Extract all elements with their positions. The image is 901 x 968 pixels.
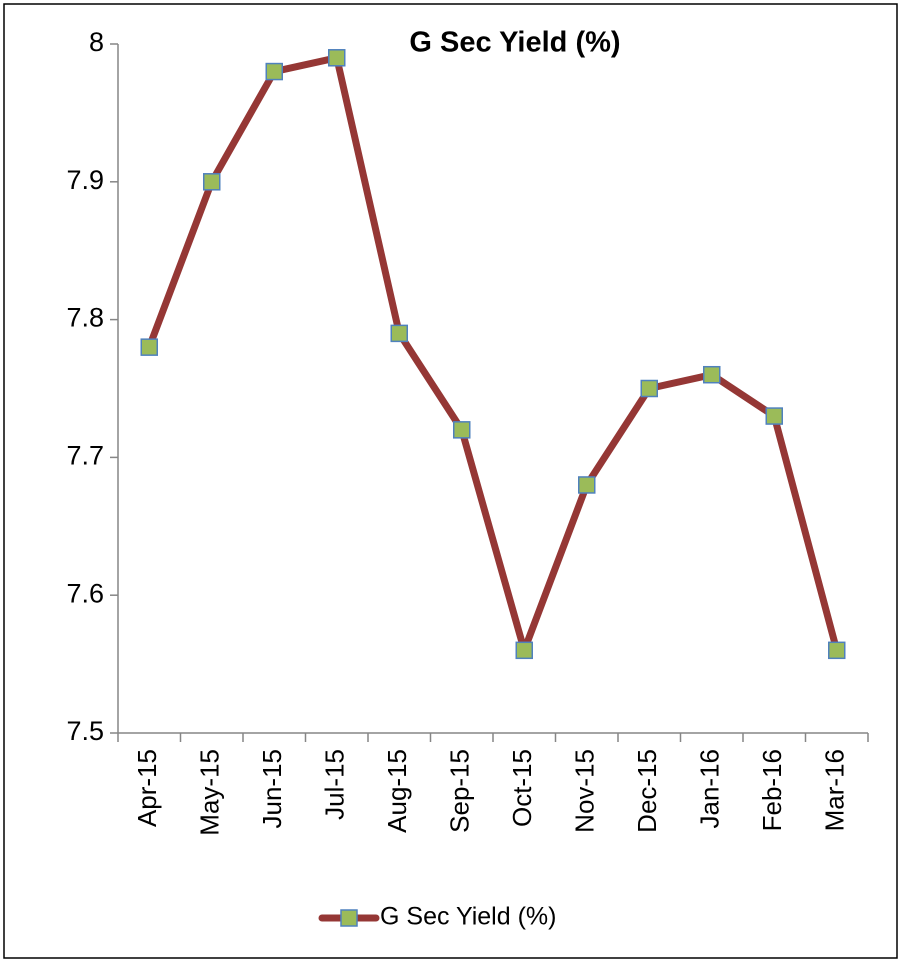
marker	[203, 173, 221, 191]
y-tick-label: 7.7	[66, 441, 104, 471]
marker	[453, 421, 471, 439]
y-tick-label: 8	[89, 27, 104, 57]
y-tick-label: 7.9	[66, 165, 104, 195]
marker	[515, 641, 533, 660]
x-tick-label: Jun-15	[257, 749, 287, 829]
x-tick-label: Dec-15	[632, 749, 662, 833]
marker	[390, 324, 408, 343]
x-tick-label: Nov-15	[570, 749, 600, 833]
marker	[578, 476, 596, 494]
chart-title: G Sec Yield (%)	[409, 27, 620, 59]
x-tick-label: Sep-15	[445, 749, 475, 833]
x-tick-label: Mar-16	[820, 749, 850, 831]
series-line	[145, 54, 841, 654]
y-tick-label: 7.6	[66, 578, 104, 608]
x-tick-label: Feb-16	[757, 749, 787, 831]
marker	[828, 641, 846, 660]
x-tick-label: Aug-15	[382, 749, 412, 833]
x-tick-label: May-15	[195, 749, 225, 836]
marker	[765, 407, 783, 425]
x-tick-label: Jul-15	[320, 749, 350, 820]
y-tick-label: 7.8	[66, 303, 104, 333]
marker	[140, 338, 158, 356]
legend-marker	[340, 909, 358, 927]
marker	[328, 49, 346, 67]
x-tick-label: Jan-16	[695, 749, 725, 829]
x-tick-label: Oct-15	[507, 749, 537, 827]
chart-border	[3, 3, 898, 959]
marker	[265, 62, 283, 81]
marker	[703, 365, 721, 384]
x-tick-label: Apr-15	[132, 749, 162, 827]
marker	[640, 379, 658, 398]
legend-label: G Sec Yield (%)	[380, 903, 556, 931]
y-tick-label: 7.5	[66, 716, 104, 746]
